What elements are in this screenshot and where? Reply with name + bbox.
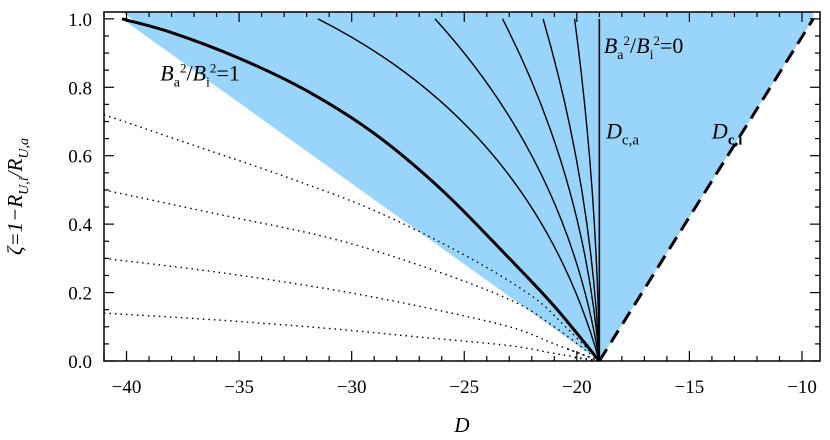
y-axis-label: ζ=1−RU,i/RU,a <box>3 138 32 255</box>
y-tick-label: 0.8 <box>68 78 92 99</box>
curve-intermediate-2 <box>434 18 601 362</box>
plot-frame <box>103 11 821 362</box>
curve-intermediate-5 <box>573 18 601 362</box>
x-tick-label: −25 <box>449 377 479 398</box>
x-tick-label: −35 <box>224 377 254 398</box>
curve-group <box>103 17 815 362</box>
curve-ratio-one <box>121 17 601 362</box>
curve-dotted-8 <box>103 113 600 362</box>
curve-intermediate-1 <box>317 18 601 362</box>
annotation-ratio-one: Ba2/Bi2=1 <box>160 60 240 90</box>
curve-dotted-13 <box>574 356 600 362</box>
x-tick-label: −40 <box>112 377 142 398</box>
curve-dotted-9 <box>103 189 600 362</box>
x-tick-label: −15 <box>675 377 705 398</box>
curve-intermediate-4 <box>542 18 601 362</box>
annotation-ratio-zero: Ba2/Bi2=0 <box>604 33 684 63</box>
y-tick-label: 0.2 <box>68 284 92 305</box>
annotation-dca: Dc,a <box>605 119 639 149</box>
y-tick-label: 0.0 <box>68 352 92 373</box>
line-dci-dashed <box>598 18 815 362</box>
y-tick-label: 0.4 <box>68 215 92 236</box>
y-tick-label: 0.6 <box>68 147 92 168</box>
x-tick-label: −10 <box>787 377 817 398</box>
shaded-region <box>122 12 814 361</box>
x-axis-label: D <box>453 413 469 437</box>
y-tick-label: 1.0 <box>68 10 92 31</box>
curve-intermediate-3 <box>501 18 601 362</box>
annotation-dci: Dc,i <box>711 119 742 149</box>
x-tick-label: −20 <box>562 377 592 398</box>
x-tick-label: −30 <box>337 377 367 398</box>
curve-dotted-12 <box>567 348 600 362</box>
annotation-group: Ba2/Bi2=1 Ba2/Bi2=0 Dc,a Dc,i <box>160 33 742 149</box>
tick-group: −40 −35 −30 −25 −20 −15 −10 0.0 0.2 0.4 0.6 0.8 1.0 <box>68 10 820 398</box>
